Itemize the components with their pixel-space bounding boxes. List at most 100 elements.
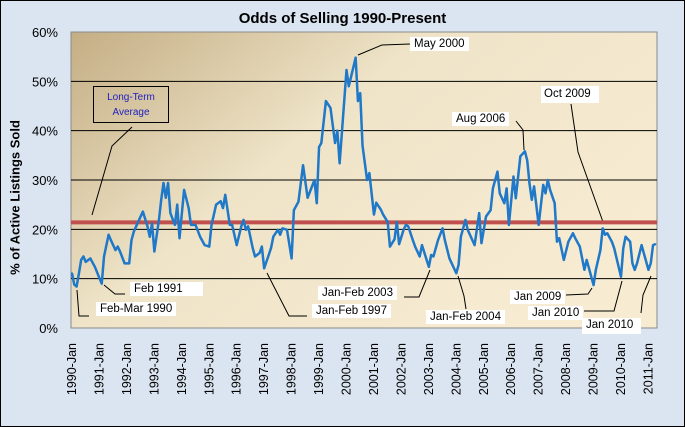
annotation-jan-2010-a: Jan 2010 bbox=[528, 306, 584, 320]
leader-jan-2010-a bbox=[584, 280, 623, 312]
data-point bbox=[224, 193, 227, 196]
data-point bbox=[414, 245, 417, 248]
data-point bbox=[430, 253, 433, 256]
data-point bbox=[530, 198, 533, 201]
data-point bbox=[302, 164, 305, 167]
x-tick-label: 2010-Jan bbox=[614, 343, 628, 395]
data-point bbox=[457, 263, 460, 266]
data-point bbox=[272, 235, 275, 238]
data-point bbox=[633, 268, 636, 271]
data-point bbox=[571, 232, 574, 235]
data-point bbox=[281, 227, 284, 230]
data-point bbox=[260, 245, 263, 248]
data-point bbox=[649, 262, 652, 265]
data-point bbox=[464, 218, 467, 221]
data-point bbox=[345, 68, 348, 71]
data-point bbox=[167, 181, 170, 184]
data-point bbox=[613, 247, 616, 250]
data-point bbox=[544, 192, 547, 195]
y-tick-label: 50% bbox=[32, 74, 58, 89]
x-tick-label: 2006-Jan bbox=[504, 343, 518, 395]
x-tick-label: 1996-Jan bbox=[230, 343, 244, 395]
data-point bbox=[448, 257, 451, 260]
data-point bbox=[93, 265, 96, 268]
data-point bbox=[578, 245, 581, 248]
data-point bbox=[151, 222, 154, 225]
data-point bbox=[279, 233, 282, 236]
data-point bbox=[459, 235, 462, 238]
x-tick-label: 1995-Jan bbox=[202, 343, 216, 395]
data-point bbox=[455, 272, 458, 275]
data-point bbox=[507, 223, 510, 226]
data-point bbox=[169, 212, 172, 215]
data-point bbox=[473, 244, 476, 247]
data-point bbox=[395, 220, 398, 223]
annotation-text: Average bbox=[112, 107, 150, 118]
data-point bbox=[443, 239, 446, 242]
data-point bbox=[240, 225, 243, 228]
data-point bbox=[89, 257, 92, 260]
data-point bbox=[498, 192, 501, 195]
annotation-jan-feb-2004: Jan-Feb 2004 bbox=[426, 310, 505, 324]
annotation-feb-1991: Feb 1991 bbox=[130, 282, 203, 296]
data-point bbox=[276, 228, 279, 231]
data-point bbox=[263, 267, 266, 270]
data-point bbox=[215, 203, 218, 206]
annotation-text: Long-Term bbox=[107, 92, 155, 103]
y-tick-label: 0% bbox=[39, 321, 58, 336]
data-point bbox=[533, 185, 536, 188]
data-point bbox=[107, 233, 110, 236]
data-point bbox=[398, 243, 401, 246]
x-tick-label: 1990-Jan bbox=[65, 343, 79, 395]
data-point bbox=[114, 249, 117, 252]
data-point bbox=[219, 200, 222, 203]
data-point bbox=[160, 198, 163, 201]
data-point bbox=[71, 272, 73, 275]
x-tick-label: 1999-Jan bbox=[312, 343, 326, 395]
x-tick-label: 1998-Jan bbox=[285, 343, 299, 395]
leader-long-term-average bbox=[91, 126, 133, 216]
y-tick-label: 40% bbox=[32, 124, 58, 139]
data-point bbox=[441, 227, 444, 230]
data-point bbox=[652, 244, 655, 247]
data-point bbox=[574, 237, 577, 240]
data-point bbox=[386, 220, 389, 223]
data-point bbox=[315, 202, 318, 205]
data-point bbox=[82, 255, 85, 258]
x-tick-label: 2008-Jan bbox=[559, 343, 573, 395]
data-point bbox=[178, 237, 181, 240]
data-point bbox=[187, 207, 190, 210]
y-tick-label: 10% bbox=[32, 272, 58, 287]
data-point bbox=[562, 258, 565, 261]
data-point bbox=[366, 179, 369, 181]
data-point bbox=[546, 179, 549, 181]
data-point bbox=[537, 223, 540, 226]
data-point bbox=[334, 142, 337, 144]
leader-jan-feb-2003 bbox=[404, 269, 431, 298]
y-tick-label: 60% bbox=[32, 25, 58, 40]
annotation-jan-feb-2003: Jan-Feb 2003 bbox=[318, 286, 397, 300]
data-point bbox=[404, 223, 407, 226]
data-point bbox=[379, 208, 382, 211]
data-point bbox=[100, 282, 103, 285]
data-point bbox=[130, 239, 133, 242]
data-point bbox=[77, 272, 80, 275]
data-point bbox=[189, 223, 192, 226]
data-point bbox=[324, 100, 327, 103]
data-point bbox=[254, 255, 256, 258]
leader-jan-feb-2004 bbox=[457, 275, 467, 310]
data-point bbox=[603, 233, 606, 236]
data-point bbox=[183, 188, 186, 191]
data-point bbox=[478, 212, 481, 215]
data-point bbox=[620, 275, 622, 278]
data-point bbox=[606, 232, 609, 235]
data-point bbox=[553, 202, 556, 205]
data-point bbox=[75, 285, 78, 288]
annotation-aug-2006: Aug 2006 bbox=[452, 112, 510, 126]
data-point bbox=[491, 187, 494, 190]
data-point bbox=[549, 188, 552, 191]
x-tick-label: 1997-Jan bbox=[257, 343, 271, 395]
leader-feb-mar-1990 bbox=[76, 289, 89, 317]
data-point bbox=[512, 175, 515, 178]
